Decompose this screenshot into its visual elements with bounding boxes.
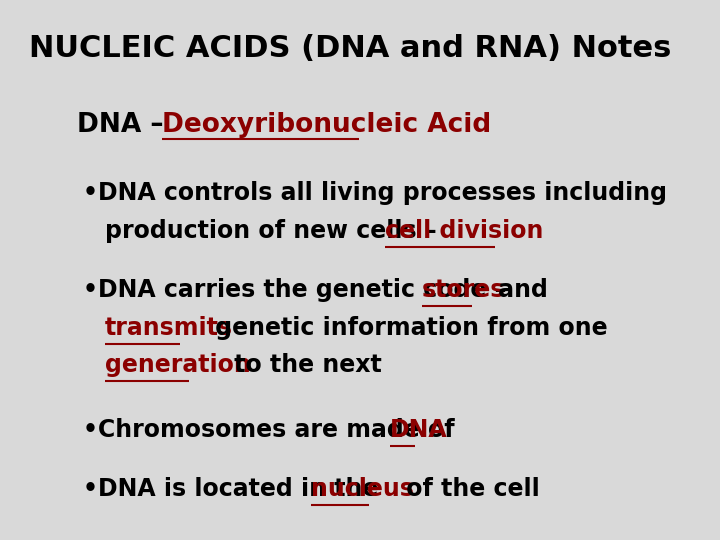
Text: nucleus: nucleus: [311, 477, 413, 501]
Text: production of new cells –: production of new cells –: [105, 219, 445, 243]
Text: genetic information from one: genetic information from one: [207, 316, 608, 340]
Text: cell division: cell division: [385, 219, 544, 243]
Text: generation: generation: [105, 353, 251, 377]
Text: transmits: transmits: [105, 316, 233, 340]
Text: •DNA carries the genetic code –: •DNA carries the genetic code –: [84, 278, 515, 302]
Text: stores: stores: [422, 278, 505, 302]
Text: •Chromosomes are made of: •Chromosomes are made of: [84, 418, 463, 442]
Text: DNA: DNA: [390, 418, 447, 442]
Text: and: and: [490, 278, 547, 302]
Text: •DNA is located in the: •DNA is located in the: [84, 477, 387, 501]
Text: DNA –: DNA –: [77, 112, 173, 138]
Text: to the next: to the next: [226, 353, 382, 377]
Text: Deoxyribonucleic Acid: Deoxyribonucleic Acid: [162, 112, 491, 138]
Text: of the cell: of the cell: [397, 477, 539, 501]
Text: NUCLEIC ACIDS (DNA and RNA) Notes: NUCLEIC ACIDS (DNA and RNA) Notes: [29, 33, 671, 63]
Text: •DNA controls all living processes including: •DNA controls all living processes inclu…: [84, 181, 667, 205]
